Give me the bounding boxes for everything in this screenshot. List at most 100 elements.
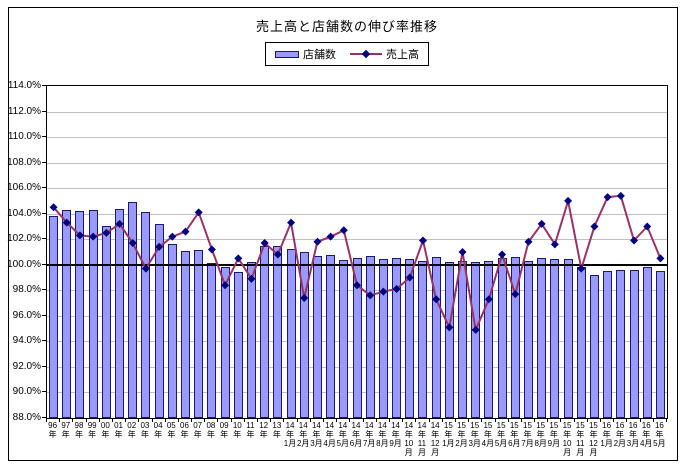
gridline xyxy=(47,162,667,164)
store-count-bar xyxy=(128,202,138,418)
y-axis-label: 98.0% xyxy=(12,284,41,296)
store-count-bar xyxy=(431,257,441,418)
x-axis-tick xyxy=(454,418,456,422)
x-axis-label: 96 年 xyxy=(48,421,58,439)
sales-line-marker xyxy=(287,218,296,227)
x-axis-label: 14 年 6月 xyxy=(349,421,363,448)
y-axis-label: 88.0% xyxy=(12,412,41,423)
sales-line-marker xyxy=(326,232,335,241)
sales-line-marker xyxy=(524,237,533,246)
sales-line-marker xyxy=(643,222,652,231)
sales-line-marker xyxy=(115,219,124,228)
y-axis-tick xyxy=(42,161,46,163)
x-axis-tick xyxy=(600,418,602,422)
x-axis-tick xyxy=(138,418,140,422)
hundred-percent-line xyxy=(47,264,667,267)
x-axis-tick xyxy=(296,418,298,422)
store-count-bar xyxy=(589,274,599,418)
x-axis-tick xyxy=(428,418,430,422)
y-axis-label: 104.0% xyxy=(7,207,41,219)
x-axis-tick xyxy=(177,418,179,422)
x-axis-label: 15 年 11 月 xyxy=(575,421,585,457)
store-count-bar xyxy=(115,208,125,418)
x-axis-tick xyxy=(520,418,522,422)
x-axis-label: 05 年 xyxy=(166,421,176,439)
y-axis-tick xyxy=(42,365,46,367)
store-count-bar xyxy=(510,257,520,418)
x-axis-label: 14 年 12 月 xyxy=(430,421,440,457)
sales-line-marker xyxy=(89,232,98,241)
x-axis-tick xyxy=(98,418,100,422)
x-axis-tick xyxy=(336,418,338,422)
sales-line-marker xyxy=(445,323,454,332)
store-count-bar xyxy=(49,216,59,418)
y-axis-tick xyxy=(42,212,46,214)
x-axis-tick xyxy=(111,418,113,422)
sales-line-marker xyxy=(577,264,586,273)
bar-series-swatch-icon xyxy=(275,50,299,58)
x-axis-label: 99 年 xyxy=(87,421,97,439)
store-count-bar xyxy=(537,258,547,418)
store-count-bar xyxy=(246,261,256,418)
store-count-bar xyxy=(286,248,296,418)
store-count-bar xyxy=(194,250,204,418)
legend: 店舗数 売上高 xyxy=(265,42,429,66)
x-axis-tick xyxy=(388,418,390,422)
x-axis-tick xyxy=(323,418,325,422)
x-axis-tick xyxy=(560,418,562,422)
store-count-bar xyxy=(75,210,85,418)
y-axis-label: 112.0% xyxy=(7,105,41,117)
x-axis-label: 09 年 xyxy=(219,421,229,439)
x-axis-label: 15 年 2月 xyxy=(455,421,468,448)
sales-line-marker xyxy=(260,239,269,248)
sales-line-marker xyxy=(603,193,612,202)
x-axis-label: 14 年 7月 xyxy=(362,421,376,448)
store-count-bar xyxy=(497,258,507,418)
x-axis-label: 14 年 4月 xyxy=(323,421,336,448)
sales-line-marker xyxy=(550,240,559,249)
x-axis-tick xyxy=(217,418,219,422)
y-axis-label: 94.0% xyxy=(12,335,41,347)
legend-label-sales: 売上高 xyxy=(386,49,419,61)
store-count-bar xyxy=(299,252,309,418)
x-axis-tick xyxy=(230,418,232,422)
x-axis-tick xyxy=(349,418,351,422)
sales-line-marker xyxy=(656,254,665,263)
x-axis-label: 14 年 8月 xyxy=(376,421,389,448)
x-axis-tick xyxy=(494,418,496,422)
store-count-bar xyxy=(616,269,626,418)
gridline xyxy=(47,239,667,241)
gridline xyxy=(47,188,667,190)
sales-line-marker xyxy=(498,250,507,259)
x-axis-tick xyxy=(626,418,628,422)
gridline xyxy=(47,137,667,139)
sales-line-marker xyxy=(128,239,137,248)
store-count-bar xyxy=(550,259,560,418)
sales-line-marker xyxy=(366,291,375,300)
x-axis-label: 15 年 10 月 xyxy=(562,421,572,457)
sales-line-marker xyxy=(630,236,639,245)
x-axis-label: 14 年 1月 xyxy=(283,421,297,448)
store-count-bar xyxy=(339,260,349,418)
store-count-bar xyxy=(629,269,639,418)
x-axis-label: 01 年 xyxy=(114,421,123,439)
sales-line-marker xyxy=(300,293,309,302)
x-axis-label: 15 年 4月 xyxy=(481,421,495,448)
x-axis-tick xyxy=(481,418,483,422)
store-count-bar xyxy=(563,259,573,418)
sales-line-marker xyxy=(484,295,493,304)
y-axis-label: 92.0% xyxy=(12,360,41,372)
x-axis-tick xyxy=(534,418,536,422)
store-count-bar xyxy=(167,244,177,418)
store-count-bar xyxy=(62,209,72,418)
store-count-bar xyxy=(101,226,111,418)
x-axis-tick xyxy=(652,418,654,422)
x-axis-tick xyxy=(402,418,404,422)
x-axis-label: 15 年 1月 xyxy=(442,421,455,448)
sales-line-marker xyxy=(141,264,150,273)
x-axis-label: 13 年 xyxy=(272,421,282,439)
store-count-bar xyxy=(233,272,243,418)
store-count-bar xyxy=(458,260,468,418)
x-axis-label: 15 年 6月 xyxy=(508,421,521,448)
chart-title: 売上高と店舗数の伸び率推移 xyxy=(255,19,438,34)
